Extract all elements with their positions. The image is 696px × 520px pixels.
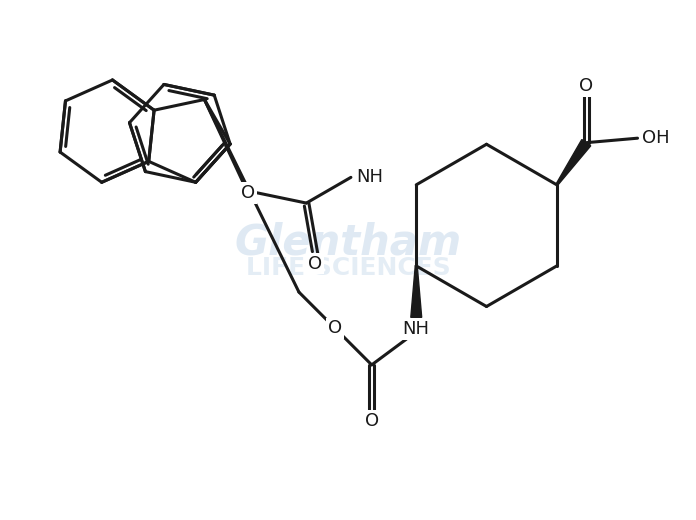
Text: LIFE SCIENCES: LIFE SCIENCES bbox=[246, 256, 450, 280]
Text: OH: OH bbox=[642, 129, 669, 147]
Text: O: O bbox=[579, 77, 593, 96]
Text: NH: NH bbox=[356, 168, 383, 186]
Text: O: O bbox=[308, 255, 322, 272]
Polygon shape bbox=[556, 139, 591, 185]
Text: O: O bbox=[365, 412, 379, 430]
Text: O: O bbox=[329, 319, 342, 337]
Text: O: O bbox=[241, 184, 255, 202]
Text: Glentham: Glentham bbox=[235, 221, 461, 263]
Polygon shape bbox=[411, 266, 422, 317]
Text: NH: NH bbox=[403, 320, 429, 338]
